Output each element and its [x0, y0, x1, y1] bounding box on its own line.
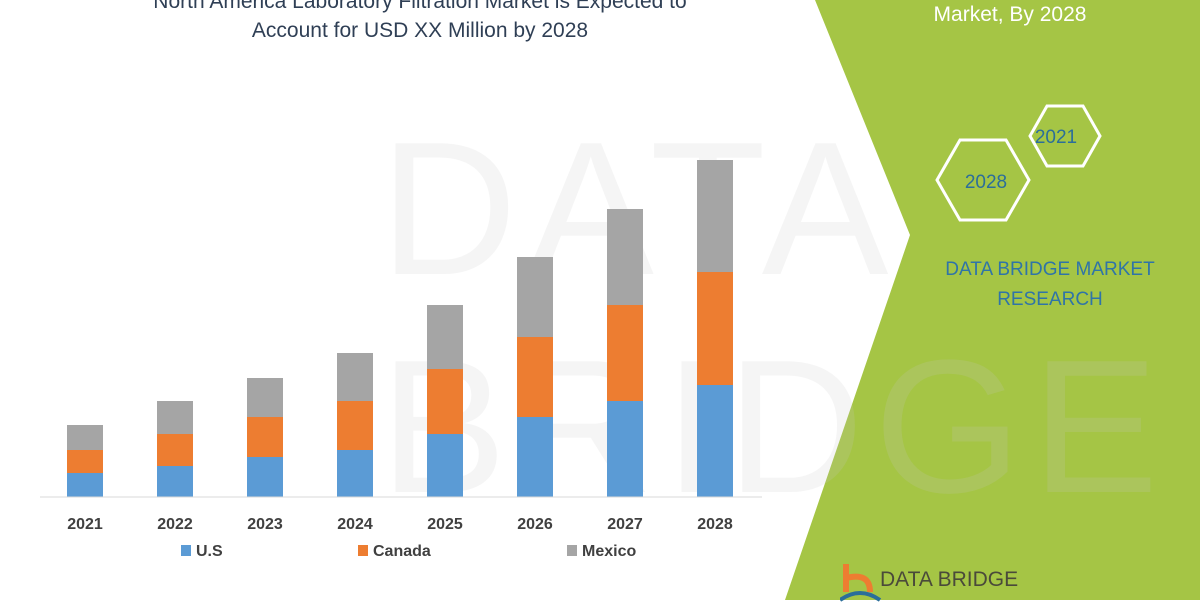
bar-mexico-2027 — [607, 209, 643, 305]
x-tick-label: 2027 — [607, 516, 643, 533]
x-tick-label: 2025 — [427, 516, 463, 533]
bar-mexico-2024 — [337, 353, 373, 401]
bar-us-2028 — [697, 385, 733, 497]
x-tick-label: 2022 — [157, 516, 193, 533]
x-tick-label: 2024 — [337, 516, 373, 533]
brand-name: DATA BRIDGE MARKET RESEARCH — [900, 255, 1200, 315]
bar-us-2026 — [517, 417, 553, 497]
x-tick-label: 2026 — [517, 516, 553, 533]
legend-label: Mexico — [582, 543, 636, 560]
legend-swatch — [567, 545, 577, 556]
bar-us-2023 — [247, 457, 283, 497]
bar-canada-2022 — [157, 434, 193, 466]
x-tick-label: 2021 — [67, 516, 103, 533]
legend-swatch — [181, 545, 191, 556]
bar-mexico-2025 — [427, 305, 463, 369]
bar-canada-2024 — [337, 401, 373, 450]
logo-text: DATA BRIDGE — [880, 568, 1019, 591]
logo-icon — [840, 564, 882, 602]
hexagon-label-2021: 2021 — [1035, 127, 1077, 148]
bar-mexico-2022 — [157, 401, 193, 434]
x-tick-label: 2023 — [247, 516, 283, 533]
bar-canada-2027 — [607, 305, 643, 401]
x-tick-label: 2028 — [697, 516, 733, 533]
bar-mexico-2021 — [67, 425, 103, 450]
panel-title: Market, By 2028 — [933, 3, 1087, 26]
bar-mexico-2026 — [517, 257, 553, 337]
bar-us-2021 — [67, 473, 103, 497]
bar-us-2022 — [157, 466, 193, 497]
bar-us-2027 — [607, 401, 643, 497]
bar-canada-2028 — [697, 272, 733, 385]
chart-title-line1: North America Laboratory Filtration Mark… — [153, 0, 687, 13]
bar-us-2024 — [337, 450, 373, 497]
bar-canada-2025 — [427, 369, 463, 434]
hexagon-label-2028: 2028 — [965, 172, 1007, 193]
bar-us-2025 — [427, 434, 463, 497]
legend-label: U.S — [196, 543, 223, 560]
legend-swatch — [358, 545, 368, 556]
brand-line2: RESEARCH — [997, 289, 1103, 310]
bar-mexico-2023 — [247, 378, 283, 417]
chart-title-line2: Account for USD XX Million by 2028 — [251, 19, 589, 42]
hexagon-2028: 2028 — [935, 138, 1031, 222]
hexagon-2021: 2021 — [1028, 104, 1102, 168]
brand-line1: DATA BRIDGE MARKET — [945, 259, 1155, 280]
bar-mexico-2028 — [697, 160, 733, 272]
bar-canada-2023 — [247, 417, 283, 457]
legend-label: Canada — [373, 543, 431, 560]
bar-canada-2021 — [67, 450, 103, 473]
bar-canada-2026 — [517, 337, 553, 417]
